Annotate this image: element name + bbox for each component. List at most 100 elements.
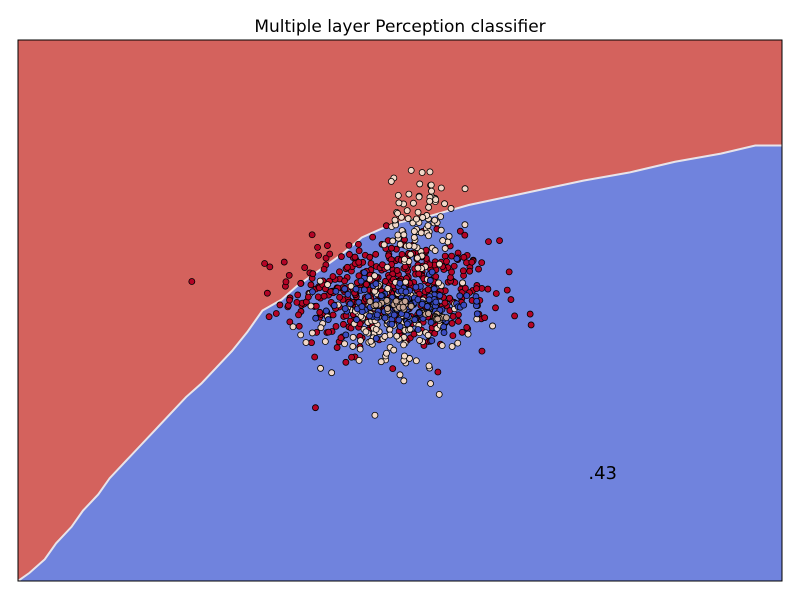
data-point-cream — [454, 339, 462, 347]
data-point-cream — [371, 411, 379, 419]
data-point-cream — [410, 234, 418, 241]
data-point-cream — [381, 333, 389, 340]
data-point-blue — [395, 316, 403, 324]
data-point-red — [448, 252, 456, 260]
data-point-cream — [400, 231, 408, 239]
data-point-cream — [328, 369, 336, 377]
data-point-red — [503, 286, 511, 294]
data-point-red — [355, 258, 363, 266]
data-point-cream — [321, 338, 329, 345]
data-point-red — [265, 313, 273, 321]
data-point-blue — [412, 283, 420, 291]
data-point-red — [505, 268, 513, 276]
data-point-cream — [297, 331, 305, 339]
data-point-cream — [413, 254, 421, 262]
data-point-blue — [440, 329, 448, 336]
data-point-red — [332, 322, 340, 330]
data-point-cream — [396, 240, 404, 248]
data-point-cream — [407, 250, 415, 258]
data-point-red — [276, 301, 284, 309]
data-point-cream — [400, 377, 408, 385]
data-point-red — [314, 243, 321, 251]
data-point-cream — [405, 242, 413, 250]
data-point-blue — [372, 335, 380, 342]
data-point-red — [295, 311, 302, 319]
data-point-blue — [463, 292, 471, 300]
data-point-red — [507, 296, 515, 303]
data-point-red — [333, 344, 341, 351]
data-point-red — [308, 231, 316, 239]
data-point-red — [266, 263, 274, 271]
data-point-blue — [352, 285, 360, 293]
data-point-red — [351, 253, 359, 261]
data-point-red — [355, 240, 362, 248]
data-point-red — [443, 257, 450, 265]
data-point-blue — [388, 320, 396, 328]
data-point-blue — [322, 307, 330, 315]
data-point-cream — [391, 216, 399, 224]
data-point-cream — [401, 255, 408, 263]
data-point-cream — [448, 343, 456, 350]
data-point-cream — [431, 216, 439, 224]
data-point-tan — [442, 314, 450, 322]
data-point-red — [337, 334, 345, 342]
data-point-blue — [411, 316, 419, 324]
data-point-cream — [393, 332, 401, 340]
data-point-cream — [425, 232, 432, 240]
data-point-red — [272, 310, 280, 317]
data-point-red — [459, 267, 467, 275]
data-point-cream — [425, 362, 433, 370]
data-point-red — [447, 274, 454, 281]
data-point-blue — [428, 268, 436, 276]
data-point-red — [434, 368, 442, 376]
data-point-cream — [437, 226, 445, 234]
data-point-blue — [330, 302, 338, 309]
data-point-cream — [418, 169, 426, 176]
data-point-cream — [341, 340, 348, 348]
data-point-cream — [414, 208, 422, 216]
data-point-cream — [438, 342, 446, 349]
data-point-blue — [414, 326, 422, 333]
data-point-red — [282, 278, 290, 286]
data-point-red — [441, 299, 449, 307]
data-point-cream — [383, 349, 390, 357]
data-point-red — [284, 302, 292, 309]
data-point-blue — [453, 255, 461, 263]
data-point-cream — [447, 205, 455, 212]
data-point-cream — [432, 196, 440, 204]
data-point-cream — [387, 178, 395, 185]
data-point-blue — [346, 300, 354, 308]
data-point-red — [311, 353, 319, 361]
data-point-cream — [308, 329, 316, 337]
data-point-blue — [440, 323, 448, 331]
data-point-cream — [441, 200, 448, 208]
data-point-red — [388, 244, 395, 252]
data-point-red — [320, 265, 328, 273]
data-point-red — [461, 231, 469, 239]
data-point-cream — [401, 352, 408, 360]
data-point-blue — [312, 314, 320, 322]
data-point-red — [326, 250, 334, 258]
data-point-cream — [324, 281, 331, 288]
data-point-red — [449, 313, 457, 320]
data-point-red — [492, 290, 500, 297]
data-point-cream — [316, 277, 324, 285]
data-point-cream — [426, 168, 434, 176]
data-point-blue — [402, 288, 410, 296]
data-point-red — [485, 238, 492, 246]
data-point-cream — [410, 227, 418, 235]
data-point-cream — [435, 279, 442, 287]
data-point-cream — [394, 209, 401, 217]
data-point-red — [456, 227, 464, 235]
data-point-cream — [317, 364, 324, 372]
data-point-cream — [461, 185, 469, 193]
data-point-cream — [419, 214, 427, 221]
data-point-tan — [401, 297, 409, 305]
data-point-blue — [381, 314, 389, 322]
data-point-red — [449, 332, 457, 340]
data-point-red — [348, 353, 355, 361]
data-point-red — [301, 264, 309, 271]
data-point-blue — [377, 292, 385, 300]
data-point-tan — [392, 297, 400, 305]
data-point-tan — [425, 310, 432, 317]
